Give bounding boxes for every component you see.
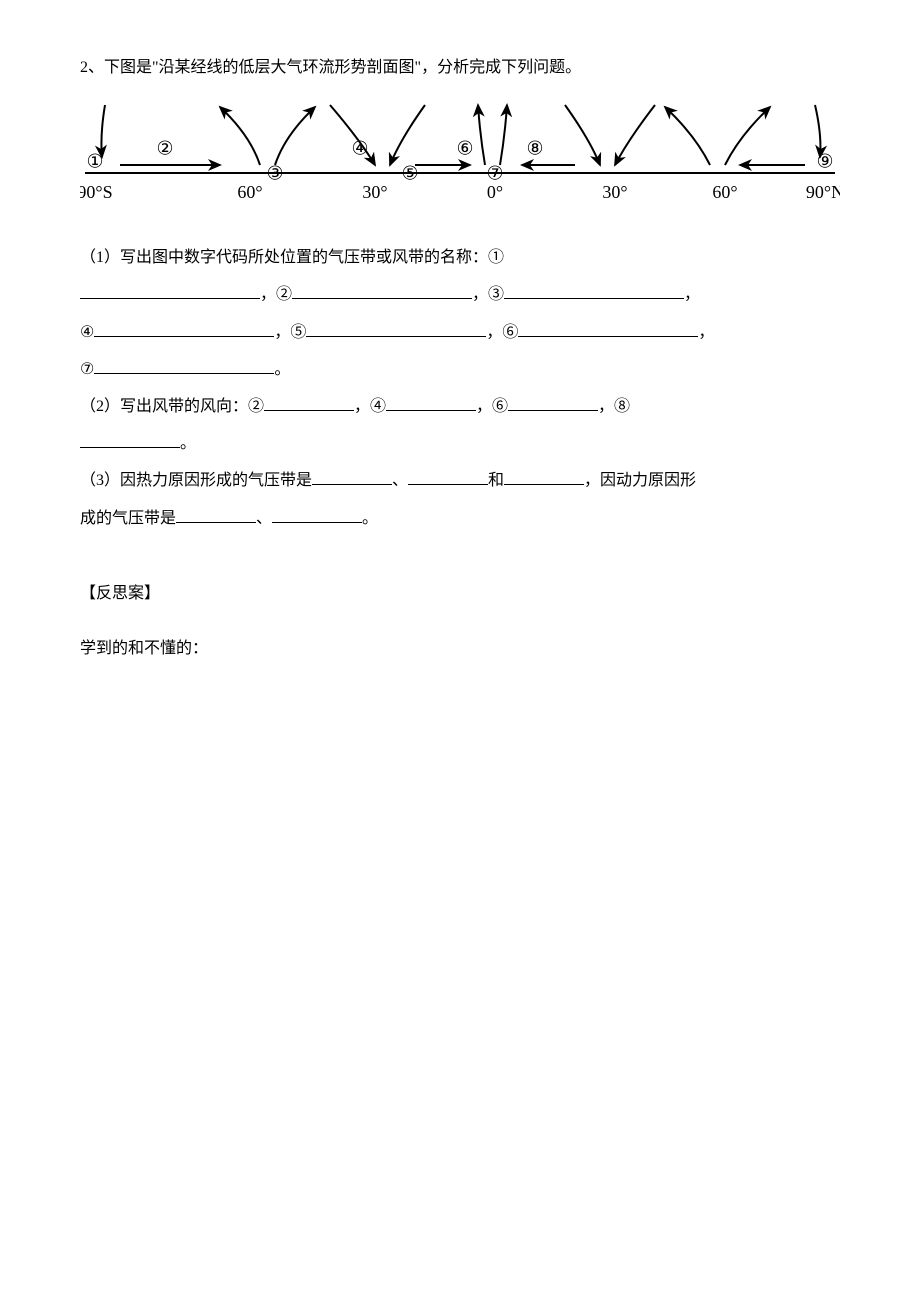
svg-text:③: ③: [266, 164, 283, 185]
p3-period: 。: [362, 510, 378, 527]
part2-line2: 。: [80, 426, 840, 461]
blank-7[interactable]: [94, 358, 274, 374]
p1-sep3: ，③: [472, 286, 504, 303]
blank-6[interactable]: [518, 321, 698, 337]
p3-mid2: 成的气压带是: [80, 510, 176, 527]
blank-d2[interactable]: [272, 507, 362, 523]
part1-line1: （1）写出图中数字代码所处位置的气压带或风带的名称：①: [80, 240, 840, 275]
reflection-prompt: 学到的和不懂的：: [80, 631, 840, 666]
reflection-prompt-text: 学到的和不懂的：: [80, 640, 208, 657]
svg-text:0°: 0°: [487, 182, 503, 202]
blank-2[interactable]: [292, 283, 472, 299]
p3-dun1: 、: [392, 472, 408, 489]
p1-sep2: ，②: [260, 286, 292, 303]
svg-text:90°N: 90°N: [806, 182, 840, 202]
blank-w6[interactable]: [508, 395, 598, 411]
blank-w8[interactable]: [80, 432, 180, 448]
svg-text:⑨: ⑨: [816, 152, 833, 173]
blank-w2[interactable]: [264, 395, 354, 411]
question-intro: 2、下图是"沿某经线的低层大气环流形势剖面图"，分析完成下列问题。: [80, 50, 840, 85]
p2-sep6: ，⑥: [476, 398, 508, 415]
blank-1[interactable]: [80, 283, 260, 299]
part2-line1: （2）写出风带的风向：② ，④ ，⑥ ，⑧: [80, 389, 840, 424]
svg-text:30°: 30°: [602, 182, 627, 202]
svg-text:60°: 60°: [237, 182, 262, 202]
p2-sep8: ，⑧: [598, 398, 630, 415]
blank-w4[interactable]: [386, 395, 476, 411]
blank-d1[interactable]: [176, 507, 256, 523]
p2-prefix: （2）写出风带的风向：②: [80, 398, 264, 415]
reflection-header-text: 【反思案】: [80, 585, 160, 602]
p3-prefix: （3）因热力原因形成的气压带是: [80, 472, 312, 489]
blank-t2[interactable]: [408, 469, 488, 485]
p3-and: 和: [488, 472, 504, 489]
p3-dun2: 、: [256, 510, 272, 527]
blank-4[interactable]: [94, 321, 274, 337]
svg-text:⑤: ⑤: [401, 164, 418, 185]
svg-text:④: ④: [351, 139, 368, 160]
svg-text:⑧: ⑧: [526, 139, 543, 160]
svg-text:60°: 60°: [712, 182, 737, 202]
part1-line2: ，② ，③ ，: [80, 277, 840, 312]
svg-text:90°S: 90°S: [80, 182, 113, 202]
blank-3[interactable]: [504, 283, 684, 299]
blank-t3[interactable]: [504, 469, 584, 485]
part1-line3: ④ ，⑤ ，⑥ ，: [80, 315, 840, 350]
part3-line1: （3）因热力原因形成的气压带是 、 和 ，因动力原因形: [80, 463, 840, 498]
atmosphere-circulation-diagram: ①②③④⑤⑥⑦⑧⑨90°S60°30°0°30°60°90°N: [80, 95, 840, 225]
p1-sep7: ⑦: [80, 361, 94, 378]
blank-t1[interactable]: [312, 469, 392, 485]
reflection-header: 【反思案】: [80, 576, 840, 611]
p1-comma1: ，: [684, 286, 700, 303]
p1-sep5: ，⑤: [274, 324, 306, 341]
p1-sep6: ，⑥: [486, 324, 518, 341]
svg-text:①: ①: [86, 152, 103, 173]
svg-text:②: ②: [156, 139, 173, 160]
part3-line2: 成的气压带是 、 。: [80, 501, 840, 536]
part1-line4: ⑦。: [80, 352, 840, 387]
svg-text:30°: 30°: [362, 182, 387, 202]
blank-5[interactable]: [306, 321, 486, 337]
question-text: 下图是"沿某经线的低层大气环流形势剖面图"，分析完成下列问题。: [104, 59, 581, 76]
p3-mid: ，因动力原因形: [584, 472, 696, 489]
p1-prefix: （1）写出图中数字代码所处位置的气压带或风带的名称：①: [80, 249, 504, 266]
p1-sep4: ④: [80, 324, 94, 341]
p2-period: 。: [180, 435, 196, 452]
svg-text:⑥: ⑥: [456, 139, 473, 160]
question-number: 2、: [80, 59, 104, 76]
p1-comma2: ，: [698, 324, 714, 341]
p2-sep4: ，④: [354, 398, 386, 415]
p1-period: 。: [274, 361, 290, 378]
diagram-svg: ①②③④⑤⑥⑦⑧⑨90°S60°30°0°30°60°90°N: [80, 95, 840, 225]
